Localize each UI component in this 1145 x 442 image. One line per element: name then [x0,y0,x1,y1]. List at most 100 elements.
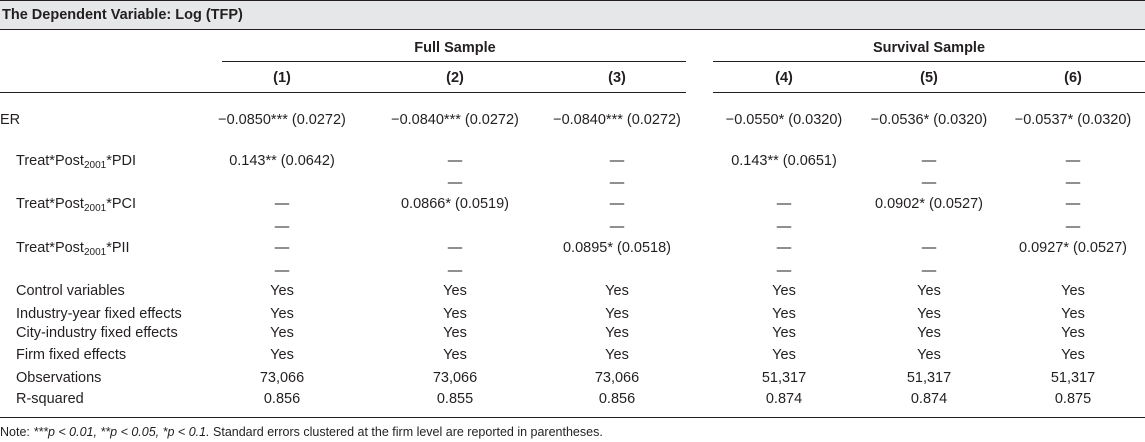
row-label: Firm fixed effects [16,347,127,363]
row-label-subscript: 2001 [83,160,107,171]
table-note: Note: ***p < 0.01, **p < 0.05, *p < 0.1.… [0,425,603,439]
note-prefix: Note: [0,425,34,439]
table-cell: 73,066 [432,370,478,386]
row-label-subscript: 2001 [83,247,107,258]
table-cell: — [776,219,792,235]
table-cell: 0.856 [598,391,636,407]
table-cell: — [447,153,463,169]
group-rule-survival-sample [713,61,1145,62]
table-cell: 73,066 [259,370,305,386]
table-cell: −0.0850*** (0.0272) [218,112,346,128]
row-label: ER [0,112,21,128]
row-label-subscript: 2001 [83,203,107,214]
table-cell: 0.0866* (0.0519) [400,196,510,212]
table-cell: — [274,240,290,256]
table-cell: — [274,219,290,235]
row-label: City-industry fixed effects [16,325,178,341]
table-cell: — [921,153,937,169]
table-cell: Yes [772,347,796,363]
row-label-text: Treat*Post [16,240,84,256]
row-label: Observations [16,370,102,386]
table-cell: Yes [270,325,294,341]
table-cell: 51,317 [761,370,807,386]
table-cell: Yes [1061,325,1085,341]
table-cell: Yes [772,283,796,299]
table-title: The Dependent Variable: Log (TFP) [2,7,243,23]
table-cell: 51,317 [906,370,952,386]
table-cell: — [447,240,463,256]
table-cell: Yes [1061,283,1085,299]
row-label: Industry-year fixed effects [16,306,182,322]
table-cell: Yes [772,325,796,341]
table-cell: — [1065,153,1081,169]
table-cell: — [1065,175,1081,191]
table-cell: Yes [443,283,467,299]
table-cell: Yes [917,283,941,299]
table-cell: 0.874 [765,391,803,407]
table-cell: 0.875 [1054,391,1092,407]
column-header: (6) [1064,70,1082,86]
table-cell: −0.0537* (0.0320) [1014,112,1132,128]
table-cell: Yes [443,325,467,341]
note-significance: ***p < 0.01, **p < 0.05, *p < 0.1. [33,425,210,439]
header-rule-right [713,92,1145,93]
table-cell: — [776,263,792,279]
row-label-text: Treat*Post [16,153,84,169]
title-band: The Dependent Variable: Log (TFP) [0,0,1145,30]
row-label-suffix: *PCI [106,196,137,212]
table-cell: — [921,240,937,256]
table-cell: Yes [443,347,467,363]
row-label-suffix: *PDI [106,153,137,169]
table-cell: Yes [917,306,941,322]
row-label: Treat*Post2001*PCI [16,195,137,214]
table-cell: Yes [270,347,294,363]
group-rule-full-sample [222,61,686,62]
table-cell: — [776,240,792,256]
table-cell: Yes [270,283,294,299]
table-cell: — [1065,219,1081,235]
table-cell: 51,317 [1050,370,1096,386]
table-cell: Yes [1061,306,1085,322]
table-cell: −0.0840*** (0.0272) [553,112,681,128]
table-cell: — [274,196,290,212]
table-cell: 0.143** (0.0651) [731,153,837,169]
table-cell: — [274,263,290,279]
row-label-text: Treat*Post [16,196,84,212]
table-cell: Yes [605,283,629,299]
table-cell: — [921,263,937,279]
column-header: (5) [920,70,938,86]
column-header: (2) [446,70,464,86]
note-text: Standard errors clustered at the firm le… [209,425,603,439]
table-cell: — [447,175,463,191]
table-cell: 73,066 [594,370,640,386]
group-header: Survival Sample [872,40,986,56]
table-cell: Yes [605,306,629,322]
table-cell: −0.0550* (0.0320) [725,112,843,128]
table-cell: Yes [772,306,796,322]
table-cell: Yes [605,325,629,341]
column-header: (1) [273,70,291,86]
row-label: Treat*Post2001*PDI [16,152,137,171]
table-bottom-rule [0,417,1145,418]
table-cell: — [609,219,625,235]
table-cell: Yes [443,306,467,322]
row-label: Control variables [16,283,125,299]
row-label-suffix: *PII [106,240,130,256]
table-cell: Yes [605,347,629,363]
table-cell: 0.856 [263,391,301,407]
table-cell: 0.0927* (0.0527) [1018,240,1128,256]
table-cell: — [921,175,937,191]
table-cell: Yes [917,325,941,341]
group-header: Full Sample [414,40,496,56]
table-cell: Yes [917,347,941,363]
table-cell: 0.143** (0.0642) [229,153,335,169]
table-cell: — [776,196,792,212]
column-header: (4) [775,70,793,86]
column-header: (3) [608,70,626,86]
table-cell: — [609,196,625,212]
table-cell: 0.874 [910,391,948,407]
table-cell: — [1065,196,1081,212]
table-cell: — [609,175,625,191]
row-label: Treat*Post2001*PII [16,239,130,258]
table-cell: — [609,153,625,169]
